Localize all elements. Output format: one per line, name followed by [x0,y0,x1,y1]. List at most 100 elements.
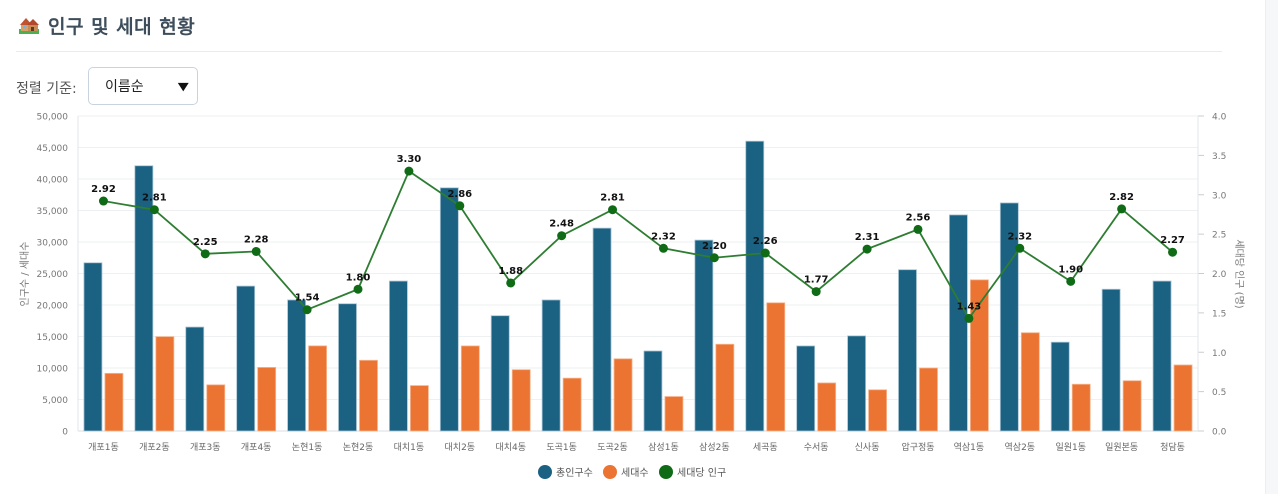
ratio-point [913,224,923,234]
legend-item-population[interactable]: 총인구수 [538,465,593,479]
bar-population [847,335,866,432]
y2-tick-label: 2.0 [1212,270,1227,280]
x-tick-label: 도곡2동 [597,442,628,453]
y2-axis-title: 세대당 인구 (명) [1233,239,1245,308]
y2-tick-label: 2.5 [1212,231,1226,241]
x-tick-label: 도곡1동 [546,442,577,453]
ratio-data-label: 2.32 [651,231,676,242]
bar-households [613,358,633,432]
ratio-data-label: 1.77 [804,275,829,286]
x-tick-label: 개포2동 [139,442,170,453]
x-tick-label: 역삼1동 [954,442,985,453]
x-tick-label: 세곡동 [753,442,778,453]
scrollbar[interactable] [1265,0,1278,494]
bar-households [257,367,277,432]
y-tick-label: 35,000 [37,207,69,217]
bar-households [410,385,429,432]
bar-households [970,279,989,432]
ratio-point [608,205,618,215]
ratio-point [557,231,567,241]
bars [83,140,1193,432]
ratio-data-label: 1.90 [1058,264,1083,275]
bar-population [490,315,510,432]
houses-icon [18,15,40,35]
y2-tick-label: 3.0 [1212,191,1227,201]
bar-population [389,280,408,432]
bar-households [155,336,175,432]
page-title: 인구 및 세대 현황 [48,15,196,38]
ratio-point [302,305,312,315]
sort-select[interactable]: 이름순 ▼ [88,67,198,105]
ratio-data-label: 2.86 [447,189,472,200]
y-axis-title: 인구수 / 세대수 [19,242,31,307]
bar-population [338,303,357,432]
y2-tick-label: 4.0 [1212,113,1227,123]
x-tick-label: 대치2동 [445,441,476,453]
bar-households [715,343,735,432]
ratio-data-label: 2.20 [702,241,727,252]
legend-swatch-households [603,465,617,479]
bar-population [1101,288,1121,432]
bar-population [694,239,714,432]
x-tick-label: 압구정동 [901,441,934,453]
legend-item-households[interactable]: 세대수 [603,465,649,479]
legend-swatch-ratio [659,465,673,479]
ratio-point [964,313,974,323]
y-tick-label: 40,000 [37,176,69,186]
ratio-point [149,205,159,215]
bar-households [868,389,887,432]
header-divider [16,51,1222,52]
x-tick-label: 개포3동 [190,442,221,453]
y2-tick-label: 3.5 [1212,152,1226,162]
bar-households [562,377,582,432]
bar-population [236,285,256,432]
y-tick-label: 30,000 [37,239,69,249]
x-axis: 개포1동 개포2동 개포3동 개포4동 논현1동 논현2동 대치1동 대치2동 대치4동 도곡1동… [88,441,1185,453]
legend-item-ratio[interactable]: 세대당 인구 [659,465,726,479]
bar-population [439,187,459,432]
ratio-data-label: 2.31 [855,232,880,243]
legend-label-population: 총인구수 [556,467,593,479]
x-tick-label: 일원1동 [1055,442,1086,453]
y-axis-left: 0 5,000 10,000 15,000 20,000 25,000 30,000 35,0… [37,113,79,438]
ratio-data-label: 2.82 [1109,192,1134,203]
bar-population [1152,280,1172,432]
x-tick-label: 삼성1동 [648,442,679,453]
bar-households [206,384,226,432]
ratio-point [760,248,770,258]
x-tick-label: 대치1동 [394,441,425,453]
ratio-data-label: 3.30 [397,154,422,165]
sort-label: 정렬 기준: [16,81,77,97]
bar-households [460,345,480,432]
bar-households [104,372,124,432]
bar-households [1071,383,1091,432]
ratio-point [811,287,821,297]
ratio-data-label: 2.25 [193,237,218,248]
ratio-data-label: 2.26 [753,236,778,247]
y2-tick-label: 0.0 [1212,428,1227,438]
y-tick-label: 10,000 [37,365,69,375]
ratio-data-label: 1.43 [957,301,982,312]
ratio-line: 2.92 2.81 2.25 2.28 1.54 1.80 3.30 2.86 1.88 2.48… [91,154,1185,323]
legend-label-households: 세대수 [621,467,649,479]
bar-population [1050,341,1070,432]
ratio-point [658,243,668,253]
y2-tick-label: 1.0 [1212,349,1227,359]
sort-selected-value: 이름순 [105,79,144,95]
ratio-data-label: 2.92 [91,184,116,195]
ratio-point [709,253,719,263]
bar-population [898,269,917,432]
x-tick-label: 개포4동 [241,442,272,453]
y-tick-label: 45,000 [37,144,69,154]
ratio-data-label: 2.28 [244,234,269,245]
ratio-point [353,284,363,294]
bar-households [919,367,938,432]
ratio-point [404,166,414,176]
ratio-data-label: 2.81 [600,193,625,204]
ratio-point [200,249,210,259]
ratio-data-label: 1.80 [346,272,371,283]
bar-population [134,165,154,432]
x-tick-label: 수서동 [804,442,829,453]
ratio-point [251,246,261,256]
bar-population [541,299,561,432]
